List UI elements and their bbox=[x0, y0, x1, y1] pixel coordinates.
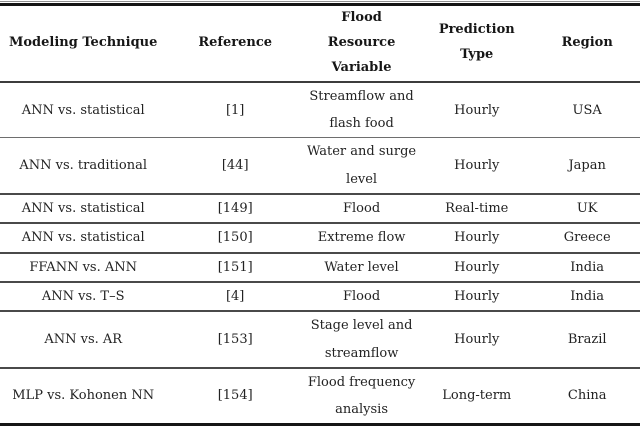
cell-region: UK bbox=[576, 201, 598, 217]
cell-prediction-type: Hourly bbox=[454, 331, 500, 347]
table-row: ANN vs. statistical [149] Flood Real-tim… bbox=[0, 194, 640, 224]
table-row: ANN vs. statistical [150] Extreme flow H… bbox=[0, 223, 640, 253]
cell-region: China bbox=[567, 388, 607, 404]
cell-prediction-type: Hourly bbox=[454, 259, 500, 275]
table-row: MLP vs. Kohonen NN [154] Flood frequency… bbox=[0, 368, 640, 425]
cell-modeling-technique: ANN vs. T–S bbox=[41, 288, 125, 304]
cell-modeling-technique: ANN vs. statistical bbox=[21, 102, 145, 118]
cell-flood-resource-variable: Flood bbox=[343, 288, 381, 304]
table-row: ANN vs. AR [153] Stage level and streamf… bbox=[0, 311, 640, 368]
cell-reference: [44] bbox=[221, 158, 249, 174]
table-row: FFANN vs. ANN [151] Water level Hourly I… bbox=[0, 253, 640, 282]
table-row: ANN vs. traditional [44] Water and surge… bbox=[0, 138, 640, 195]
column-header-region: Region bbox=[561, 34, 613, 50]
cell-flood-resource-variable: Flood bbox=[343, 201, 381, 217]
cell-reference: [150] bbox=[217, 230, 253, 246]
cell-flood-resource-variable: Flood frequency analysis bbox=[307, 374, 416, 418]
table-header-row: Modeling Technique Reference Flood Resou… bbox=[0, 5, 640, 82]
cell-flood-resource-variable: Extreme flow bbox=[317, 230, 406, 246]
flood-modeling-comparison-table: Modeling Technique Reference Flood Resou… bbox=[0, 3, 640, 426]
table-row: ANN vs. statistical [1] Streamflow and f… bbox=[0, 82, 640, 138]
cell-region: Japan bbox=[568, 158, 606, 174]
cell-flood-resource-variable: Water level bbox=[324, 259, 399, 275]
cell-reference: [154] bbox=[217, 388, 253, 404]
table-row: ANN vs. T–S [4] Flood Hourly India bbox=[0, 282, 640, 312]
column-header-reference: Reference bbox=[198, 34, 273, 50]
cell-reference: [149] bbox=[217, 201, 253, 217]
cell-flood-resource-variable: Streamflow and flash food bbox=[309, 88, 414, 132]
cell-prediction-type: Hourly bbox=[454, 158, 500, 174]
cell-prediction-type: Hourly bbox=[454, 102, 500, 118]
cell-prediction-type: Long-term bbox=[442, 388, 512, 404]
cell-prediction-type: Hourly bbox=[454, 288, 500, 304]
cell-reference: [1] bbox=[225, 102, 245, 118]
column-header-flood-resource-variable: Flood Resource Variable bbox=[327, 10, 396, 75]
cell-region: Brazil bbox=[567, 331, 607, 347]
cell-modeling-technique: ANN vs. statistical bbox=[21, 201, 145, 217]
cell-modeling-technique: ANN vs. statistical bbox=[21, 230, 145, 246]
cell-region: India bbox=[570, 259, 605, 275]
cell-prediction-type: Hourly bbox=[454, 230, 500, 246]
column-header-prediction-type: Prediction Type bbox=[438, 22, 515, 63]
cell-modeling-technique: FFANN vs. ANN bbox=[29, 259, 137, 275]
cell-region: India bbox=[570, 288, 605, 304]
cell-reference: [4] bbox=[225, 288, 245, 304]
cell-modeling-technique: ANN vs. traditional bbox=[19, 158, 148, 174]
cell-reference: [153] bbox=[217, 331, 253, 347]
cell-reference: [151] bbox=[217, 259, 253, 275]
column-header-modeling-technique: Modeling Technique bbox=[9, 34, 158, 50]
cell-flood-resource-variable: Water and surge level bbox=[307, 144, 417, 187]
cell-region: USA bbox=[572, 102, 602, 118]
cell-modeling-technique: ANN vs. AR bbox=[44, 331, 123, 347]
cell-prediction-type: Real-time bbox=[445, 201, 509, 217]
cell-region: Greece bbox=[563, 230, 611, 246]
cell-modeling-technique: MLP vs. Kohonen NN bbox=[12, 388, 155, 404]
table-top-hairline bbox=[0, 1, 640, 2]
cell-flood-resource-variable: Stage level and streamflow bbox=[310, 318, 413, 361]
